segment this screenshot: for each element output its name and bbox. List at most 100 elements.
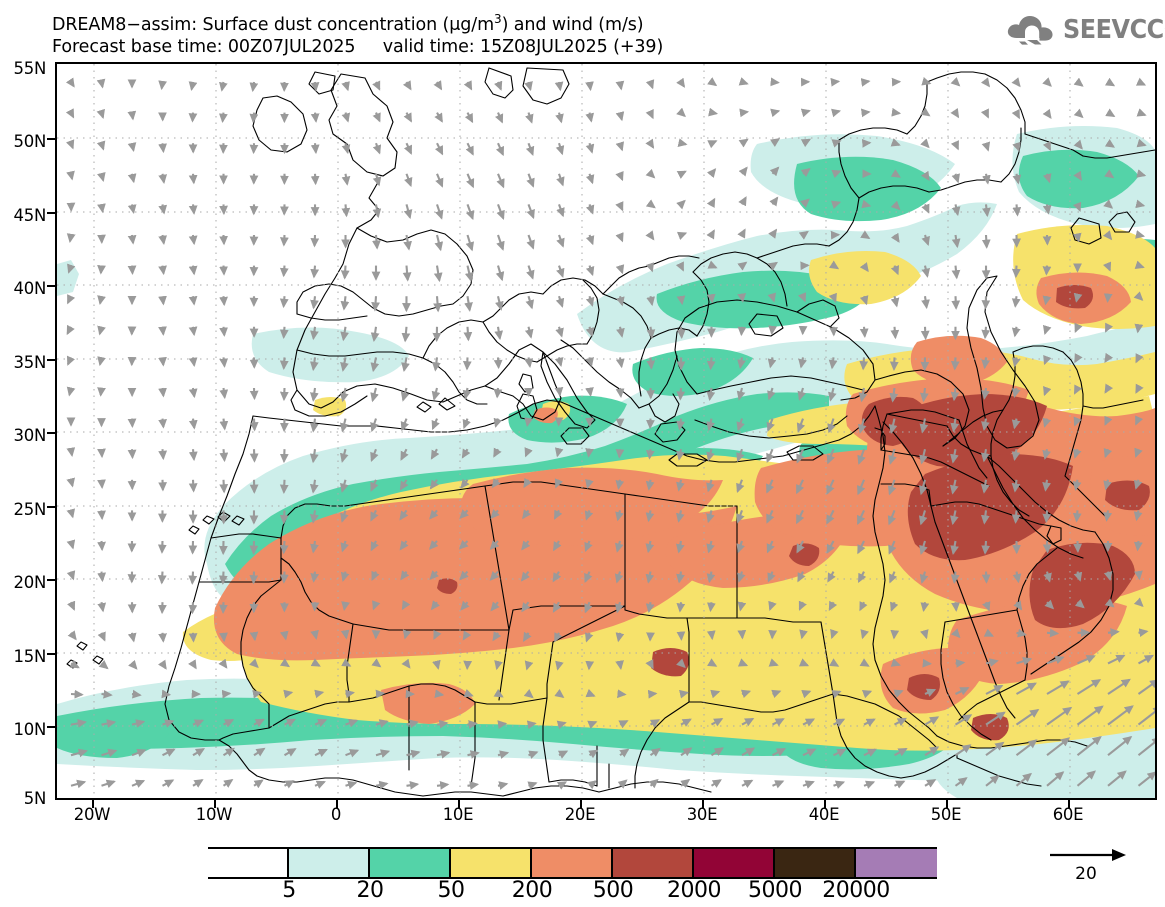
wind-arrow xyxy=(345,719,359,728)
wind-arrow xyxy=(279,449,289,464)
wind-arrow xyxy=(679,689,690,699)
wind-arrow xyxy=(370,387,379,403)
wind-arrow xyxy=(615,201,624,212)
colorbar-swatches[interactable] xyxy=(208,847,937,879)
wind-arrow xyxy=(766,418,775,432)
wind-reference-label: 20 xyxy=(1075,864,1097,884)
wind-arrow xyxy=(65,139,75,150)
wind-arrow xyxy=(1138,628,1149,637)
wind-arrow xyxy=(157,571,167,585)
map-plot-area[interactable] xyxy=(55,62,1157,800)
colorbar-swatch-5000[interactable] xyxy=(775,849,856,877)
wind-arrow xyxy=(767,357,777,369)
wind-arrow xyxy=(554,688,565,699)
wind-arrow xyxy=(675,540,685,554)
wind-arrow xyxy=(1104,169,1115,179)
wind-arrow xyxy=(494,80,503,91)
figure-title-pre: DREAM8−assim: Surface dust concentration… xyxy=(52,14,495,35)
wind-arrow xyxy=(131,748,147,758)
wind-arrow xyxy=(310,143,320,155)
wind-arrow xyxy=(467,750,480,759)
wind-arrow xyxy=(585,387,594,397)
wind-arrow xyxy=(857,571,867,583)
wind-arrow xyxy=(222,747,236,757)
wind-arrow xyxy=(309,418,319,433)
colorbar-swatch-5[interactable] xyxy=(289,849,370,877)
colorbar-swatch-2000[interactable] xyxy=(694,849,775,877)
wind-arrow xyxy=(859,357,869,371)
wind-arrow xyxy=(434,112,443,123)
colorbar-swatch-20[interactable] xyxy=(370,849,451,877)
colorbar-swatch-500[interactable] xyxy=(613,849,694,877)
wind-arrow xyxy=(218,571,228,585)
wind-arrow xyxy=(400,570,410,581)
wind-arrow xyxy=(859,295,869,306)
wind-arrow xyxy=(1135,230,1146,239)
figure-title: DREAM8−assim: Surface dust concentration… xyxy=(52,8,663,36)
wind-arrow xyxy=(796,448,805,464)
wind-arrow xyxy=(710,689,721,699)
wind-arrow xyxy=(951,265,961,280)
wind-arrow xyxy=(557,750,569,759)
wind-arrow xyxy=(798,658,810,667)
colorbar-swatch-20000[interactable] xyxy=(856,849,937,877)
colorbar[interactable]: 5 20 50 200 500 2000 5000 20000 xyxy=(0,838,1165,907)
map-gridlines xyxy=(57,64,1155,798)
y-axis-label-30N: 30N xyxy=(13,426,47,445)
wind-arrow xyxy=(521,540,531,551)
dust-concentration-map[interactable] xyxy=(57,64,1155,798)
wind-arrow xyxy=(676,479,685,492)
wind-arrow xyxy=(66,539,76,550)
wind-arrow xyxy=(252,689,263,699)
wind-arrow xyxy=(464,112,474,124)
wind-arrow xyxy=(676,295,686,306)
wind-arrow xyxy=(495,295,504,311)
wind-arrow xyxy=(645,108,654,120)
wind-arrow xyxy=(1076,736,1102,757)
wind-arrow xyxy=(951,296,961,310)
wind-arrow xyxy=(131,779,146,788)
wind-arrow xyxy=(467,720,478,729)
wind-arrow xyxy=(98,659,109,670)
wind-arrow xyxy=(188,659,197,670)
wind-arrow xyxy=(772,718,785,727)
wind-arrow xyxy=(954,744,972,757)
wind-arrow xyxy=(1011,449,1021,462)
colorbar-swatch-50[interactable] xyxy=(451,849,532,877)
y-axis-label-25N: 25N xyxy=(13,500,47,519)
colorbar-swatch-below-min[interactable] xyxy=(208,849,289,877)
wind-arrow xyxy=(1013,600,1023,611)
wind-arrow xyxy=(310,112,320,123)
wind-arrow xyxy=(400,448,409,461)
wind-arrow xyxy=(1076,679,1102,695)
wind-arrow xyxy=(890,265,900,276)
wind-arrow xyxy=(676,658,686,669)
wind-arrow xyxy=(188,632,198,643)
wind-arrow xyxy=(1011,108,1021,120)
wind-arrow xyxy=(588,749,599,759)
wind-arrow xyxy=(404,173,413,188)
wind-arrow xyxy=(1136,138,1147,148)
colorbar-swatch-200[interactable] xyxy=(532,849,613,877)
wind-arrow xyxy=(249,81,259,93)
wind-arrow xyxy=(827,571,836,583)
wind-arrow xyxy=(1042,479,1051,492)
wind-arrow xyxy=(493,417,503,428)
wind-arrow xyxy=(736,448,745,463)
wind-arrow xyxy=(459,509,469,520)
wind-arrow xyxy=(985,741,1005,757)
wind-arrow xyxy=(707,77,718,87)
wind-arrow xyxy=(435,173,444,188)
wind-arrow xyxy=(1011,479,1021,493)
wind-arrow xyxy=(402,265,412,282)
wind-arrow xyxy=(554,632,563,643)
wind-arrow xyxy=(489,540,500,550)
wind-arrow xyxy=(614,571,624,584)
wind-arrow xyxy=(585,234,595,246)
wind-arrow xyxy=(831,139,842,148)
wind-arrow xyxy=(399,509,409,521)
wind-arrow xyxy=(795,509,805,525)
wind-arrow xyxy=(370,418,379,433)
wind-arrow xyxy=(496,234,505,251)
wind-arrow xyxy=(434,142,444,156)
